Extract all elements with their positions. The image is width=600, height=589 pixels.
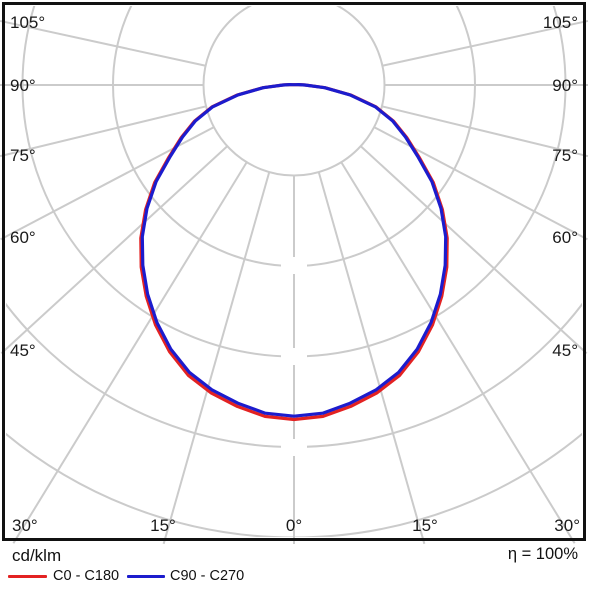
angle-label: 15° [412, 516, 438, 535]
curve-c90-c270 [140, 83, 448, 418]
c90-c270-label: C90 - C270 [170, 568, 245, 584]
c0-c180-label: C0 - C180 [53, 568, 120, 584]
angle-label: 75° [552, 146, 578, 165]
angle-label: 30° [12, 516, 38, 535]
angle-label: 0° [286, 516, 302, 535]
polar-chart-svg: 105° 90° 75° 60° 45° 30° 15° 0° 15° 30° 45° 60° 75° 9… [0, 2, 589, 545]
legend-row: C0 - C180 C90 - C270 [0, 568, 420, 586]
angle-label: 60° [10, 228, 36, 247]
angle-label: 90° [10, 76, 36, 95]
angle-label: 90° [552, 76, 578, 95]
angle-label: 105° [10, 13, 45, 32]
angle-label: 15° [150, 516, 176, 535]
chart-border [2, 2, 586, 541]
angle-label: 75° [10, 146, 36, 165]
quantity-label: cd/klm [12, 546, 62, 565]
c0-c180-line-swatch [8, 575, 47, 578]
c90-c270-line-swatch [127, 575, 165, 578]
angle-label: 30° [554, 516, 580, 535]
angle-label: 45° [10, 341, 36, 360]
angle-label: 45° [552, 341, 578, 360]
chart-legend: cd/klm C0 - C180 C90 - C270 η = 100% [0, 544, 600, 589]
angle-label: 60° [552, 228, 578, 247]
angle-label: 105° [543, 13, 578, 32]
efficiency-label: η = 100% [507, 545, 578, 563]
